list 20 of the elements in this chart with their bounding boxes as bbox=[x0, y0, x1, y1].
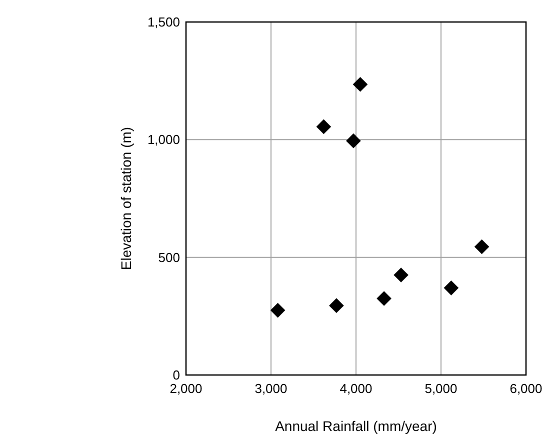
x-tick-label: 3,000 bbox=[254, 381, 288, 396]
point bbox=[394, 268, 408, 282]
y-tick-label: 0 bbox=[172, 368, 180, 383]
y-tick-label: 1,500 bbox=[147, 14, 180, 30]
point bbox=[329, 298, 344, 313]
point bbox=[346, 133, 361, 148]
x-tick-label: 6,000 bbox=[510, 381, 542, 396]
x-axis-title: Annual Rainfall (mm/year) bbox=[275, 418, 437, 434]
y-tick-label: 1,000 bbox=[147, 132, 180, 148]
point bbox=[316, 119, 332, 134]
x-tick-label: 2,000 bbox=[170, 381, 202, 396]
y-tick-label: 500 bbox=[158, 250, 180, 265]
x-tick-label: 4,000 bbox=[340, 381, 372, 396]
point bbox=[376, 291, 392, 306]
point bbox=[270, 302, 286, 318]
x-tick-label: 5,000 bbox=[424, 381, 458, 396]
point bbox=[444, 280, 459, 296]
y-axis-title: Elevation of station (m) bbox=[118, 126, 134, 270]
point bbox=[474, 239, 490, 254]
point bbox=[352, 76, 368, 92]
